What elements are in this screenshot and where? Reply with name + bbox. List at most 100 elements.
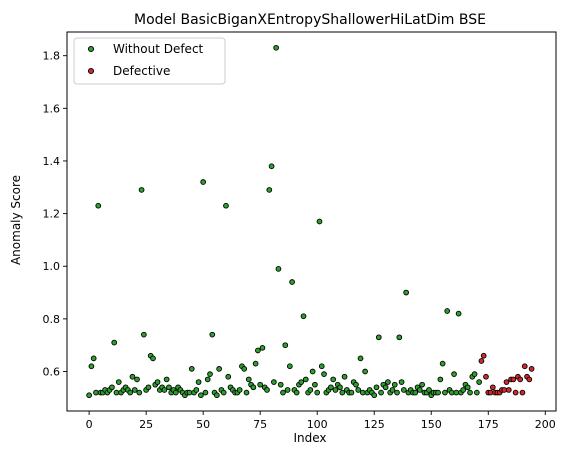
data-point — [455, 310, 462, 317]
data-point — [471, 371, 478, 378]
data-point — [332, 387, 339, 393]
data-point — [200, 179, 207, 185]
plot-frame — [66, 31, 557, 412]
data-point — [419, 381, 425, 388]
legend-marker — [87, 45, 95, 53]
data-point — [328, 384, 334, 391]
data-point — [394, 389, 400, 396]
data-point — [448, 389, 455, 396]
data-point — [293, 389, 300, 396]
data-point — [236, 387, 243, 393]
data-point — [528, 366, 535, 372]
x-axis-label: Index — [293, 431, 326, 445]
data-point — [478, 358, 485, 364]
data-point — [268, 163, 275, 170]
data-point — [505, 387, 512, 393]
data-point — [298, 379, 305, 385]
data-point — [250, 384, 257, 391]
data-point — [330, 376, 337, 383]
x-tick-label: 25 — [139, 418, 153, 431]
data-point — [453, 389, 460, 396]
data-point — [519, 389, 526, 396]
data-point — [442, 389, 448, 396]
x-tick-label: 175 — [478, 418, 499, 431]
data-point — [225, 373, 232, 380]
data-point — [437, 376, 444, 383]
series-defective — [478, 352, 535, 396]
data-point — [115, 379, 122, 385]
data-point — [111, 339, 118, 346]
data-point — [378, 389, 384, 396]
data-point — [348, 389, 355, 396]
data-point — [286, 363, 293, 370]
data-point — [321, 371, 327, 378]
data-point — [341, 373, 348, 380]
data-point — [302, 376, 309, 383]
data-point — [252, 360, 259, 367]
data-point — [255, 347, 261, 354]
y-tick-label: 1.0 — [43, 260, 61, 273]
data-point — [300, 313, 307, 320]
data-point — [271, 379, 277, 385]
data-point — [129, 373, 136, 380]
x-tick-label: 125 — [364, 418, 385, 431]
data-point — [467, 389, 473, 396]
data-point — [426, 387, 432, 393]
data-point — [277, 381, 284, 388]
data-point — [480, 352, 487, 359]
data-point — [464, 384, 471, 391]
y-tick-label: 1.8 — [43, 50, 61, 63]
data-point — [186, 389, 193, 396]
plot-background — [67, 32, 556, 411]
legend: Without Defect Defective — [73, 37, 226, 85]
y-axis-label: Anomaly Score — [9, 175, 23, 265]
data-point — [391, 381, 398, 388]
series-without-defect — [86, 44, 482, 399]
legend-marker — [87, 67, 95, 75]
data-point — [88, 363, 95, 370]
data-point — [371, 392, 378, 399]
data-point — [503, 379, 510, 385]
x-tick-label: 0 — [86, 418, 93, 431]
data-point — [398, 379, 405, 385]
data-point — [202, 389, 209, 396]
data-point — [257, 381, 264, 388]
data-point — [355, 387, 362, 393]
data-point — [127, 389, 134, 396]
data-point — [289, 279, 295, 285]
data-point — [489, 384, 496, 391]
data-point — [474, 389, 480, 396]
data-point — [307, 387, 314, 393]
data-point — [275, 266, 282, 272]
x-tick-label: 100 — [307, 418, 328, 431]
x-tick-label: 50 — [196, 418, 210, 431]
y-tick-label: 1.2 — [43, 208, 61, 221]
data-point — [339, 389, 346, 396]
data-point — [483, 373, 489, 380]
data-point — [375, 334, 382, 341]
data-point — [172, 389, 179, 396]
data-point — [487, 389, 494, 396]
y-tick-label: 0.6 — [43, 366, 61, 379]
data-point — [198, 392, 204, 399]
data-point — [353, 381, 359, 388]
data-point — [90, 355, 97, 362]
data-point — [309, 368, 316, 375]
plot-area — [66, 31, 557, 412]
data-point — [131, 387, 138, 393]
legend-box — [73, 37, 226, 85]
legend-label: Without Defect — [113, 42, 204, 56]
data-point — [243, 389, 250, 396]
axis-ticks: 0 25 50 75 100 125 150 175 200 0.6 0.8 1.0 1.2 1.4 1.6… — [43, 50, 556, 431]
data-point — [154, 379, 161, 385]
data-point — [280, 389, 286, 396]
data-point — [389, 387, 396, 393]
data-point — [113, 389, 120, 396]
data-point — [216, 366, 222, 372]
data-point — [204, 376, 211, 383]
data-point — [517, 376, 524, 383]
data-point — [501, 387, 508, 393]
data-point — [316, 218, 323, 225]
data-point — [166, 384, 172, 391]
